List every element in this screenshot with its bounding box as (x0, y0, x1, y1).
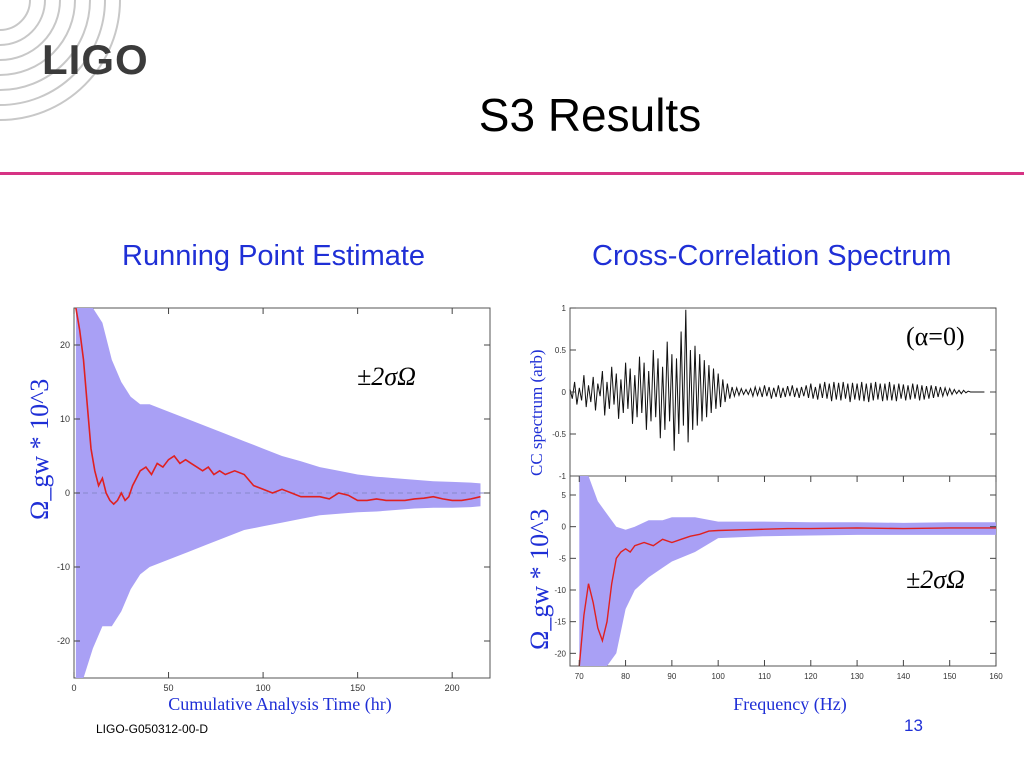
footer-document-id: LIGO-G050312-00-D (96, 722, 209, 736)
rb-ytick-label: -5 (559, 554, 567, 563)
rb-xtick-label: 80 (621, 672, 630, 681)
rt-ytick-label: 1 (562, 304, 567, 313)
left-ytick-label: 20 (60, 340, 70, 350)
cc-spectrum-line (569, 309, 985, 451)
left-xtick-label: 200 (445, 683, 460, 693)
rb-ytick-label: 5 (562, 491, 567, 500)
left-ytick-label: 0 (65, 488, 70, 498)
rt-ytick-label: -1 (559, 472, 567, 481)
left-x-axis-label: Cumulative Analysis Time (hr) (168, 694, 392, 715)
rb-ytick-label: -20 (554, 649, 566, 658)
left-xtick-label: 100 (256, 683, 271, 693)
left-xtick-label: 0 (71, 683, 76, 693)
left-xtick-label: 50 (164, 683, 174, 693)
rb-xtick-label: 150 (943, 672, 957, 681)
ligo-logo: LIGO (42, 36, 149, 83)
rt-ytick-label: 0 (562, 388, 567, 397)
left-ytick-label: -20 (57, 636, 70, 646)
left-band-label: ±2σΩ (357, 362, 416, 391)
title-divider (0, 172, 1024, 175)
rb-estimate-line (578, 527, 996, 667)
rb-xtick-label: 130 (850, 672, 864, 681)
rb-band-label: ±2σΩ (906, 565, 965, 594)
left-ytick-label: 10 (60, 414, 70, 424)
frequency-estimate-chart: 5 0 -5 -10 -15 -20 70 80 90 100 110 120 130 140 150 160… (525, 475, 1003, 715)
rb-y-axis-label: Ω_gw * 10^3 (525, 509, 554, 650)
left-ytick-label: -10 (57, 562, 70, 572)
rb-xtick-label: 100 (711, 672, 725, 681)
rb-ytick-label: 0 (562, 523, 567, 532)
rt-ytick-label: -0.5 (552, 430, 566, 439)
rt-axes: 1 0.5 0 -0.5 -1 (552, 304, 996, 481)
left-chart-title: Running Point Estimate (122, 240, 426, 272)
left-y-axis-label: Ω_gw * 10^3 (25, 379, 54, 520)
left-xtick-label: 150 (350, 683, 365, 693)
rb-ytick-label: -10 (554, 586, 566, 595)
cc-spectrum-chart: 1 0.5 0 -0.5 -1 (α=0) CC spectrum (arb) (527, 304, 997, 481)
rb-xtick-label: 140 (897, 672, 911, 681)
rb-sigma-band (579, 476, 996, 666)
left-sigma-band (75, 308, 481, 678)
rb-ytick-label: -15 (554, 618, 566, 627)
slide-title: S3 Results (478, 89, 702, 141)
rb-xtick-label: 110 (758, 672, 771, 681)
rt-y-axis-label: CC spectrum (arb) (527, 349, 546, 476)
right-chart-title: Cross-Correlation Spectrum (592, 240, 952, 272)
rb-axes: 5 0 -5 -10 -15 -20 70 80 90 100 110 120 130 140 150 160 (554, 476, 1003, 681)
rb-x-axis-label: Frequency (Hz) (733, 694, 846, 715)
rb-xtick-label: 90 (667, 672, 676, 681)
page-number: 13 (904, 716, 923, 735)
rb-xtick-label: 120 (804, 672, 818, 681)
rb-xtick-label: 160 (989, 672, 1003, 681)
left-estimate-line (75, 307, 481, 506)
alpha-annotation: (α=0) (906, 322, 965, 351)
rb-xtick-label: 70 (575, 672, 584, 681)
rt-ytick-label: 0.5 (555, 346, 567, 355)
